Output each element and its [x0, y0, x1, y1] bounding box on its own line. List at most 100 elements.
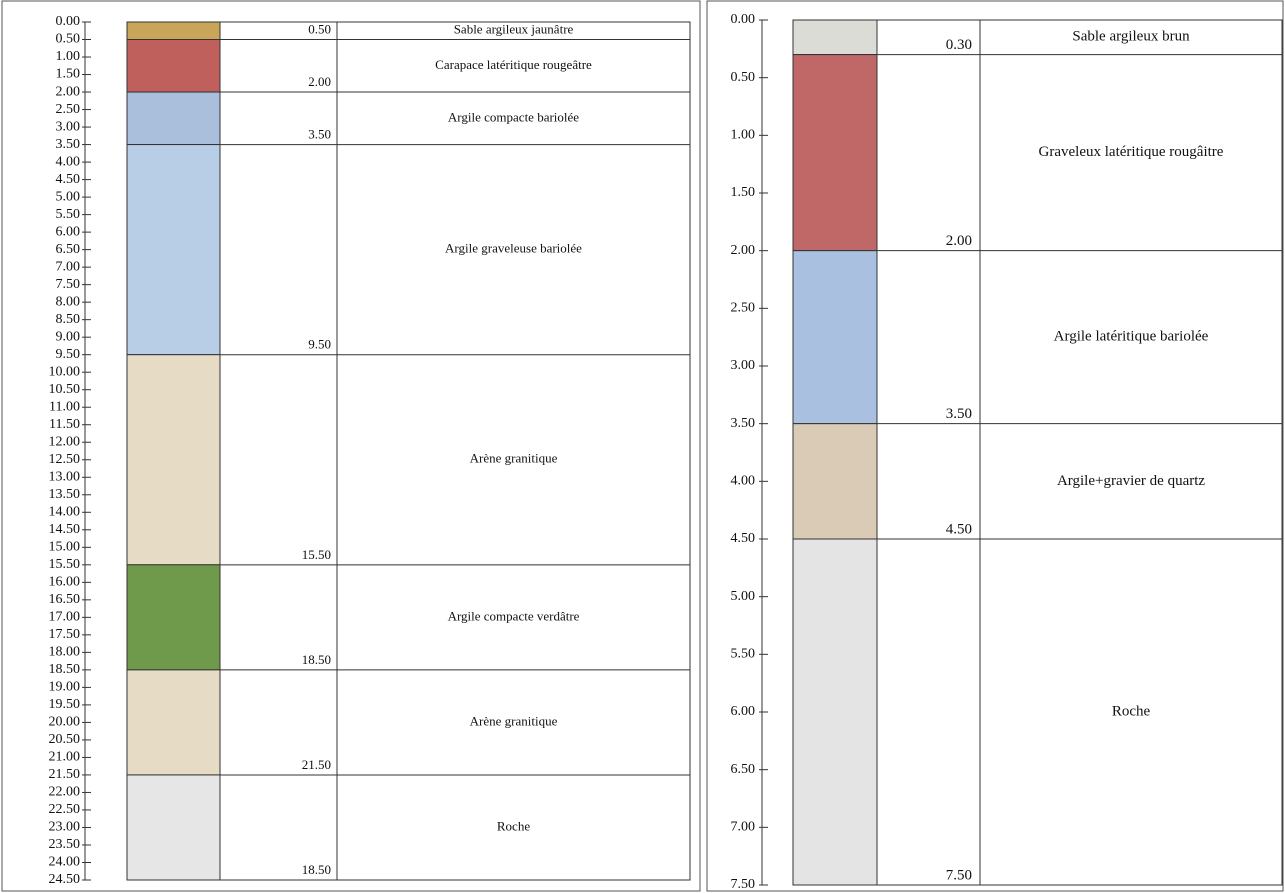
layer-description: Argile graveleuse bariolée [445, 241, 582, 256]
depth-tick-label: 13.00 [49, 469, 81, 484]
depth-tick-label: 6.50 [56, 242, 81, 257]
soil-layer [127, 92, 220, 145]
depth-tick-label: 13.50 [49, 487, 81, 502]
depth-tick-label: 1.50 [731, 185, 756, 200]
soil-layer [127, 22, 220, 40]
depth-tick-label: 3.50 [731, 416, 756, 431]
depth-tick-label: 17.00 [49, 610, 81, 625]
depth-tick-label: 2.00 [56, 84, 81, 99]
depth-tick-label: 14.00 [49, 505, 81, 520]
depth-tick-label: 12.00 [49, 434, 81, 449]
layer-description: Arène granitique [470, 451, 558, 466]
depth-tick-label: 7.00 [731, 820, 756, 835]
depth-tick-label: 10.50 [49, 382, 81, 397]
depth-tick-label: 2.50 [56, 102, 81, 117]
depth-tick-label: 4.00 [56, 154, 81, 169]
depth-tick-label: 21.00 [49, 750, 81, 765]
depth-tick-label: 8.00 [56, 294, 81, 309]
depth-tick-label: 16.00 [49, 575, 81, 590]
depth-tick-label: 24.00 [49, 855, 81, 870]
panel-frame [2, 1, 700, 891]
depth-tick-label: 3.00 [56, 119, 81, 134]
depth-tick-label: 4.50 [731, 531, 756, 546]
layer-description: Argile compacte bariolée [448, 109, 579, 124]
depth-tick-label: 6.00 [56, 224, 81, 239]
layer-description: Roche [1112, 703, 1151, 719]
layer-description: Roche [497, 818, 530, 833]
depth-tick-label: 15.50 [49, 557, 81, 572]
layer-depth-label: 3.50 [308, 127, 331, 142]
layer-depth-label: 4.50 [946, 521, 972, 537]
layer-depth-label: 0.50 [308, 21, 331, 36]
layer-description: Argile latéritique bariolée [1054, 329, 1209, 345]
depth-tick-label: 23.00 [49, 820, 81, 835]
depth-tick-label: 20.50 [49, 732, 81, 747]
layer-description: Argile+gravier de quartz [1057, 473, 1205, 489]
depth-tick-label: 5.00 [731, 589, 756, 604]
depth-tick-label: 12.50 [49, 452, 81, 467]
layer-depth-label: 21.50 [302, 757, 331, 772]
soil-logs: 0.00 0.50 1.00 1.50 2.00 2.50 3.00 3.50 4.00 4.50… [0, 0, 1285, 893]
depth-tick-label: 16.50 [49, 592, 81, 607]
depth-tick-label: 7.00 [56, 259, 81, 274]
soil-layer [127, 40, 220, 93]
layer-depth-label: 2.00 [946, 233, 972, 249]
layer-depth-label: 9.50 [308, 337, 331, 352]
depth-tick-label: 8.50 [56, 312, 81, 327]
depth-tick-label: 20.00 [49, 715, 81, 730]
depth-tick-label: 2.00 [731, 243, 756, 258]
depth-tick-label: 0.00 [731, 12, 756, 27]
depth-tick-label: 5.50 [56, 207, 81, 222]
depth-tick-label: 6.50 [731, 762, 756, 777]
depth-tick-label: 2.50 [731, 301, 756, 316]
depth-tick-label: 7.50 [731, 877, 756, 892]
depth-tick-label: 4.50 [56, 172, 81, 187]
layer-description: Sable argileux jaunâtre [454, 22, 574, 37]
layer-description: Graveleux latéritique rougâitre [1039, 144, 1224, 160]
depth-tick-label: 23.50 [49, 837, 81, 852]
layer-depth-label: 7.50 [946, 867, 972, 883]
page: 0.00 0.50 1.00 1.50 2.00 2.50 3.00 3.50 4.00 4.50… [0, 0, 1285, 893]
layer-description: Argile compacte verdâtre [448, 608, 580, 623]
soil-layer [127, 565, 220, 670]
soil-layer [793, 55, 877, 251]
depth-tick-label: 0.50 [731, 70, 756, 85]
soil-layer [793, 424, 877, 539]
layer-description: Sable argileux brun [1072, 29, 1190, 45]
depth-tick-label: 10.00 [49, 364, 81, 379]
depth-tick-label: 0.00 [56, 14, 81, 29]
soil-layer [793, 251, 877, 424]
layer-depth-label: 18.50 [302, 652, 331, 667]
depth-tick-label: 1.00 [731, 128, 756, 143]
depth-tick-label: 9.50 [56, 347, 81, 362]
depth-tick-label: 18.50 [49, 662, 81, 677]
layer-description: Arène granitique [470, 713, 558, 728]
depth-tick-label: 15.00 [49, 540, 81, 555]
depth-tick-label: 22.50 [49, 802, 81, 817]
depth-tick-label: 21.50 [49, 767, 81, 782]
depth-tick-label: 11.50 [49, 417, 80, 432]
depth-tick-label: 6.00 [731, 704, 756, 719]
layer-depth-label: 2.00 [308, 74, 331, 89]
depth-tick-label: 9.00 [56, 329, 81, 344]
soil-layer [127, 145, 220, 355]
depth-tick-label: 24.50 [49, 872, 81, 887]
depth-tick-label: 22.00 [49, 785, 81, 800]
soil-layer [127, 670, 220, 775]
depth-tick-label: 7.50 [56, 277, 81, 292]
layer-depth-label: 3.50 [946, 406, 972, 422]
soil-layer [127, 355, 220, 565]
layer-depth-label: 0.30 [946, 37, 972, 53]
layer-description: Carapace latéritique rougeâtre [435, 57, 592, 72]
depth-tick-label: 11.00 [49, 399, 80, 414]
depth-tick-label: 3.00 [731, 358, 756, 373]
depth-tick-label: 18.00 [49, 645, 81, 660]
depth-tick-label: 14.50 [49, 522, 81, 537]
soil-layer [793, 539, 877, 885]
depth-tick-label: 3.50 [56, 137, 81, 152]
layer-depth-label: 15.50 [302, 547, 331, 562]
soil-layer [127, 775, 220, 880]
depth-tick-label: 17.50 [49, 627, 81, 642]
depth-tick-label: 1.50 [56, 67, 81, 82]
depth-tick-label: 5.00 [56, 189, 81, 204]
